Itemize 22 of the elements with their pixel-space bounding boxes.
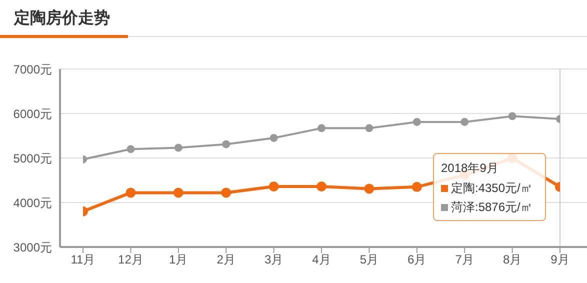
x-tick-label: 5月	[360, 252, 379, 267]
x-tick-label: 1月	[169, 252, 188, 267]
x-tick-label: 11月	[70, 252, 96, 267]
y-tick-label: 4000元	[13, 196, 52, 210]
y-tick-label: 6000元	[13, 106, 52, 121]
annotation: :5876元/㎡	[475, 199, 532, 216]
x-tick-label: 7月	[455, 252, 474, 267]
y-tick-label: 5000元	[13, 151, 52, 166]
x-tick-label: 3月	[264, 252, 284, 267]
annotation: :4350元/㎡	[475, 180, 532, 197]
chart-title: 定陶房价走势	[14, 8, 110, 29]
legend-label: 定陶	[451, 180, 475, 197]
x-tick-label: 6月	[408, 252, 426, 267]
y-tick-label: 3000元	[13, 240, 52, 254]
x-tick-label: 4月	[312, 252, 331, 267]
x-tick-label: 12月	[118, 252, 144, 267]
y-tick-label: 7000元	[13, 62, 52, 76]
x-tick-label: 2月	[216, 252, 236, 267]
x-tick-label: 9月	[550, 252, 570, 267]
annotation: 2018年9月	[441, 160, 498, 177]
legend-label: 菏泽	[451, 199, 475, 216]
x-tick-label: 8月	[502, 252, 522, 267]
